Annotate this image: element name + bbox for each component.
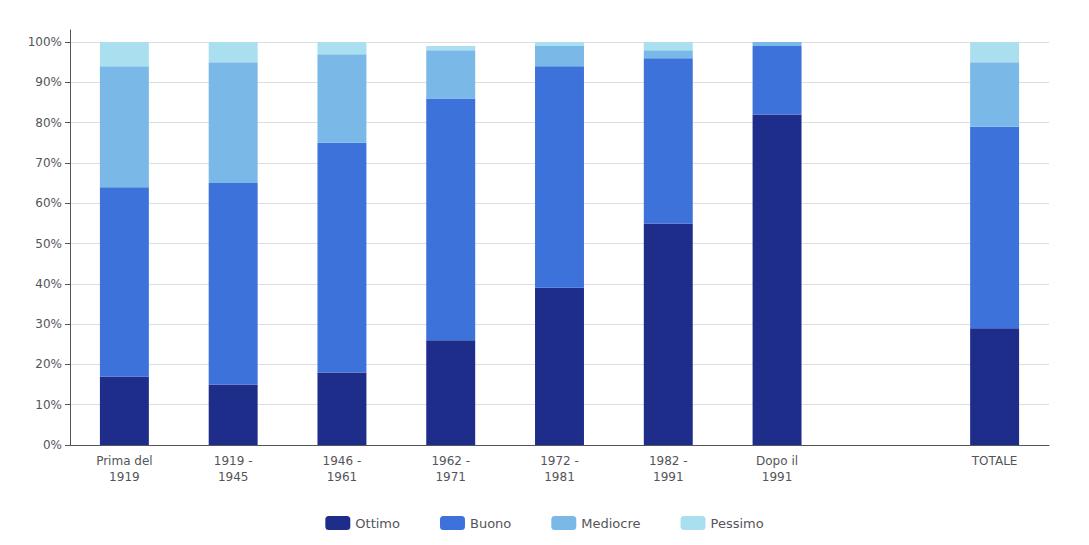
svg-text:40%: 40%: [35, 277, 62, 291]
svg-text:80%: 80%: [35, 116, 62, 130]
svg-text:1991: 1991: [762, 470, 793, 484]
svg-text:Mediocre: Mediocre: [581, 516, 640, 531]
svg-text:1971: 1971: [435, 470, 466, 484]
svg-text:1919 -: 1919 -: [214, 454, 253, 468]
svg-text:1991: 1991: [653, 470, 684, 484]
svg-text:1919: 1919: [109, 470, 140, 484]
svg-text:Ottimo: Ottimo: [355, 516, 400, 531]
svg-text:20%: 20%: [35, 357, 62, 371]
svg-text:60%: 60%: [35, 196, 62, 210]
svg-text:Pessimo: Pessimo: [711, 516, 764, 531]
svg-text:1945: 1945: [218, 470, 249, 484]
svg-text:0%: 0%: [43, 438, 62, 452]
svg-text:TOTALE: TOTALE: [971, 454, 1018, 468]
svg-text:10%: 10%: [35, 398, 62, 412]
svg-text:50%: 50%: [35, 237, 62, 251]
svg-text:Buono: Buono: [470, 516, 511, 531]
svg-text:100%: 100%: [28, 35, 62, 49]
svg-text:90%: 90%: [35, 75, 62, 89]
svg-text:70%: 70%: [35, 156, 62, 170]
svg-text:1972 -: 1972 -: [540, 454, 579, 468]
svg-text:1982 -: 1982 -: [649, 454, 688, 468]
svg-text:Dopo il: Dopo il: [756, 454, 798, 468]
svg-text:1946 -: 1946 -: [323, 454, 362, 468]
svg-text:30%: 30%: [35, 317, 62, 331]
svg-text:Prima del: Prima del: [96, 454, 152, 468]
svg-text:1962 -: 1962 -: [431, 454, 470, 468]
svg-text:1961: 1961: [327, 470, 358, 484]
svg-text:1981: 1981: [544, 470, 575, 484]
